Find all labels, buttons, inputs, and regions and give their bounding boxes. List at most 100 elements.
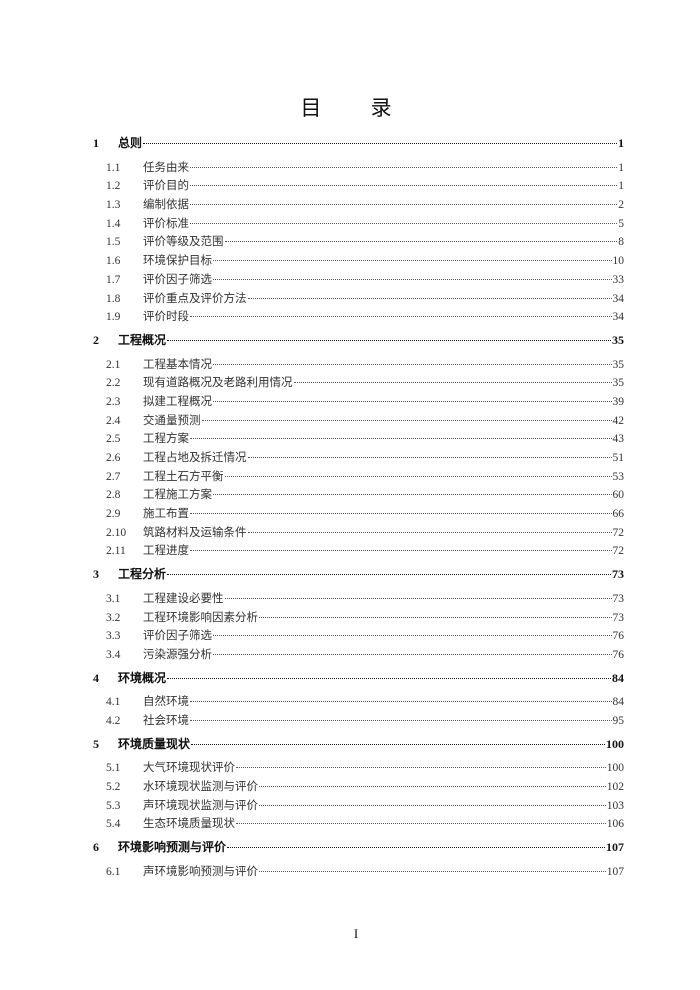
entry-title: 评价重点及评价方法 xyxy=(143,292,247,305)
entry-page: 66 xyxy=(612,508,625,521)
dot-leader xyxy=(224,475,612,477)
toc-section-entry[interactable]: 2.2 现有道路概况及老路利用情况 35 xyxy=(93,374,624,393)
entry-number: 2.10 xyxy=(106,526,127,539)
entry-number: 2.9 xyxy=(106,508,121,521)
toc-section-entry[interactable]: 5.3 声环境现状监测与评价 103 xyxy=(93,797,624,816)
toc-section-entry[interactable]: 1.9 评价时段 34 xyxy=(93,308,624,327)
entry-number: 2.6 xyxy=(106,452,121,464)
toc-chapter-entry[interactable]: 4 环境概况 84 xyxy=(93,669,624,688)
entry-title: 任务由来 xyxy=(143,161,189,174)
dot-leader xyxy=(190,719,612,721)
dot-leader xyxy=(213,653,612,655)
dot-leader xyxy=(213,260,612,262)
entry-title: 编制依据 xyxy=(143,199,189,212)
toc-section-entry[interactable]: 1.2 评价目的 1 xyxy=(93,177,624,196)
dot-leader xyxy=(213,278,612,280)
toc-section-entry[interactable]: 4.1 自然环境 84 xyxy=(93,693,624,712)
dot-leader xyxy=(247,457,612,458)
toc-chapter-entry[interactable]: 3 工程分析 73 xyxy=(93,565,624,584)
entry-title: 筑路材料及运输条件 xyxy=(143,526,247,539)
toc-section-entry[interactable]: 6.1 声环境影响预测与评价 107 xyxy=(93,863,624,882)
toc-section-entry[interactable]: 5.2 水环境现状监测与评价 102 xyxy=(93,778,624,797)
toc-section-entry[interactable]: 3.4 污染源强分析 76 xyxy=(93,646,624,665)
toc-section-entry[interactable]: 3.2 工程环境影响因素分析 73 xyxy=(93,609,624,628)
entry-title: 工程基本情况 xyxy=(143,358,212,371)
entry-number: 2.11 xyxy=(106,545,126,558)
toc-section-entry[interactable]: 1.4 评价标准 5 xyxy=(93,215,624,234)
entry-page: 103 xyxy=(606,799,624,812)
entry-title: 污染源强分析 xyxy=(143,648,212,661)
entry-number: 4 xyxy=(93,670,99,685)
entry-title: 环境保护目标 xyxy=(143,255,212,268)
entry-number: 4.1 xyxy=(106,696,121,709)
entry-page: 72 xyxy=(612,545,625,558)
entry-page: 76 xyxy=(612,630,625,643)
entry-title: 工程占地及拆迁情况 xyxy=(143,452,247,464)
toc-section-entry[interactable]: 1.7 评价因子筛选 33 xyxy=(93,271,624,290)
toc-section-entry[interactable]: 2.8 工程施工方案 60 xyxy=(93,486,624,505)
toc-section-entry[interactable]: 2.3 拟建工程概况 39 xyxy=(93,393,624,412)
entry-number: 1.8 xyxy=(106,292,121,305)
toc-section-entry[interactable]: 4.2 社会环境 95 xyxy=(93,712,624,731)
table-of-contents: 1 总则 1 1.1 任务由来 1 1.2 评价目的 1 1.3 编制依据 2 1.4 评价标准 5 1.5 评… xyxy=(93,130,624,881)
entry-number: 2 xyxy=(93,332,99,347)
toc-section-entry[interactable]: 5.4 生态环境质量现状 106 xyxy=(93,815,624,834)
entry-number: 5.2 xyxy=(106,781,121,793)
entry-title: 工程分析 xyxy=(118,567,167,582)
entry-title: 大气环境现状评价 xyxy=(143,762,235,775)
toc-section-entry[interactable]: 2.4 交通量预测 42 xyxy=(93,412,624,431)
dot-leader xyxy=(213,363,612,365)
entry-title: 评价标准 xyxy=(143,217,189,230)
entry-page: 2 xyxy=(618,199,624,212)
dot-leader xyxy=(236,823,606,825)
toc-section-entry[interactable]: 2.7 工程土石方平衡 53 xyxy=(93,468,624,487)
toc-section-entry[interactable]: 2.9 施工布置 66 xyxy=(93,505,624,524)
toc-section-entry[interactable]: 3.3 评价因子筛选 76 xyxy=(93,627,624,646)
entry-number: 1.2 xyxy=(106,180,121,193)
entry-page: 1 xyxy=(618,180,624,193)
entry-page: 39 xyxy=(612,395,625,408)
entry-page: 73 xyxy=(612,592,625,605)
dot-leader xyxy=(167,574,611,576)
toc-section-entry[interactable]: 1.6 环境保护目标 10 xyxy=(93,252,624,271)
entry-title: 评价因子筛选 xyxy=(143,630,212,643)
entry-number: 1.7 xyxy=(106,273,121,286)
entry-title: 现有道路概况及老路利用情况 xyxy=(143,377,293,390)
dot-leader xyxy=(190,222,618,224)
toc-section-entry[interactable]: 2.5 工程方案 43 xyxy=(93,430,624,449)
dot-leader xyxy=(227,847,605,849)
toc-section-entry[interactable]: 2.6 工程占地及拆迁情况 51 xyxy=(93,449,624,468)
toc-chapter-entry[interactable]: 5 环境质量现状 100 xyxy=(93,735,624,754)
entry-number: 2.3 xyxy=(106,395,121,408)
toc-section-entry[interactable]: 2.11 工程进度 72 xyxy=(93,542,624,561)
entry-title: 工程土石方平衡 xyxy=(143,470,224,483)
page-title: 目 录 xyxy=(300,96,414,120)
entry-title: 工程进度 xyxy=(143,545,189,558)
dot-leader xyxy=(224,241,618,243)
entry-page: 95 xyxy=(612,714,625,727)
toc-chapter-entry[interactable]: 2 工程概况 35 xyxy=(93,331,624,350)
toc-section-entry[interactable]: 2.1 工程基本情况 35 xyxy=(93,356,624,375)
toc-chapter-entry[interactable]: 6 环境影响预测与评价 107 xyxy=(93,838,624,857)
toc-section-entry[interactable]: 1.3 编制依据 2 xyxy=(93,196,624,215)
toc-section-entry[interactable]: 5.1 大气环境现状评价 100 xyxy=(93,759,624,778)
toc-section-entry[interactable]: 1.8 评价重点及评价方法 34 xyxy=(93,290,624,309)
entry-title: 声环境现状监测与评价 xyxy=(143,799,258,812)
dot-leader xyxy=(293,382,612,384)
entry-page: 84 xyxy=(612,696,625,709)
entry-page: 42 xyxy=(612,414,625,427)
entry-title: 评价目的 xyxy=(143,180,189,193)
toc-chapter-entry[interactable]: 1 总则 1 xyxy=(93,134,624,153)
entry-page: 35 xyxy=(612,377,625,390)
entry-page: 100 xyxy=(606,736,624,751)
dot-leader xyxy=(213,400,612,402)
toc-section-entry[interactable]: 1.1 任务由来 1 xyxy=(93,159,624,178)
toc-section-entry[interactable]: 1.5 评价等级及范围 8 xyxy=(93,233,624,252)
entry-number: 1.4 xyxy=(106,217,121,230)
dot-leader xyxy=(259,804,606,806)
toc-section-entry[interactable]: 3.1 工程建设必要性 73 xyxy=(93,590,624,609)
entry-page: 10 xyxy=(612,255,625,268)
toc-section-entry[interactable]: 2.10 筑路材料及运输条件 72 xyxy=(93,524,624,543)
entry-title: 交通量预测 xyxy=(143,414,201,427)
entry-number: 5.4 xyxy=(106,818,121,831)
